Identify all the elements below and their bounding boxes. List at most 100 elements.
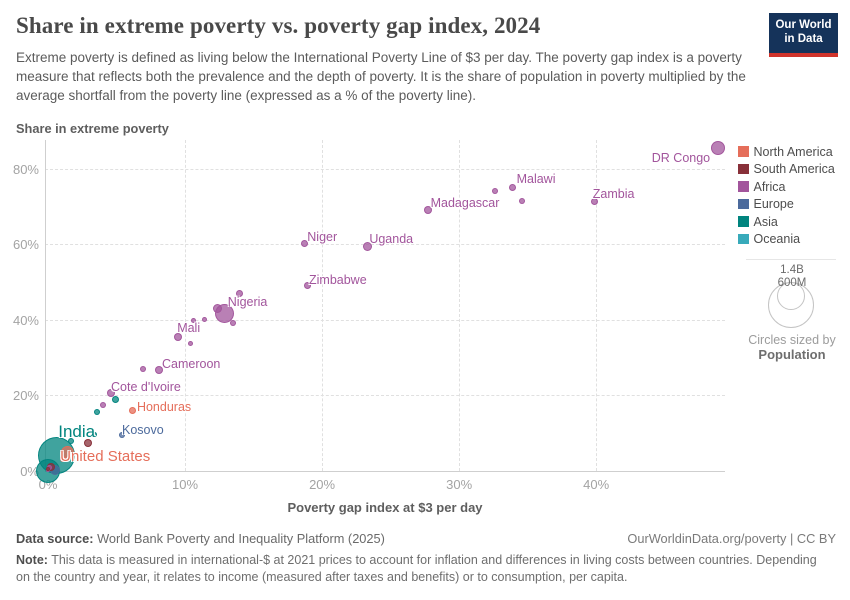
attribution-link[interactable]: OurWorldinData.org/poverty | CC BY [627,531,836,546]
legend-label: Oceania [753,232,801,246]
dot-africa[interactable] [190,318,196,324]
dot-north-america[interactable] [79,430,86,437]
legend-swatch [738,233,749,245]
dot-north-america[interactable] [60,456,67,463]
dot-africa[interactable] [519,198,526,205]
x-gridline-30 [459,140,461,471]
owid-logo[interactable]: Our World in Data [769,13,838,57]
dot-dr-congo[interactable] [711,141,726,156]
y-tick-label-80: 80% [12,161,39,177]
size-legend-inner-circle [777,282,805,310]
size-legend-big-value: 1.4B [780,264,804,276]
legend-swatch [738,198,749,210]
legend-swatch [738,216,749,227]
y-gridline-20 [45,395,725,397]
country-label-mali[interactable]: Mali [177,320,201,335]
y-tick-label-60: 60% [12,237,39,253]
note-text: This data is measured in international-$… [16,553,817,585]
y-gridline-60 [45,244,725,246]
dot-malawi[interactable] [509,183,517,191]
dot-africa[interactable] [491,188,498,194]
size-legend-small-value: 600M [777,277,807,289]
dot-asia[interactable] [92,432,98,438]
continent-legend: North America South America Africa Europe As… [738,145,848,250]
legend-label: South America [753,162,835,176]
legend-swatch [738,146,749,157]
country-label-niger[interactable]: Niger [307,230,338,245]
dot-africa[interactable] [99,401,106,408]
y-tick-label-40: 40% [12,312,39,328]
x-axis-line [45,471,725,472]
dot-zambia[interactable] [591,197,599,205]
note-label: Note: [16,553,48,567]
legend-divider [746,259,836,260]
dot-madagascar[interactable] [423,206,432,215]
dot-africa[interactable] [236,289,244,297]
country-label-dr-congo[interactable]: DR Congo [651,151,711,166]
dot-united-states[interactable] [60,446,74,460]
x-gridline-20 [322,140,324,471]
dot-south-america[interactable] [83,439,92,448]
data-source-text: World Bank Poverty and Inequality Platfo… [93,531,385,546]
legend-item-north-america[interactable]: North America [738,144,848,159]
owid-logo-line1: Our World [775,19,832,32]
country-label-united-states[interactable]: United States [60,447,151,465]
x-tick-label-40: 40% [583,477,610,492]
chart-subtitle: Extreme poverty is defined as living bel… [16,50,746,104]
country-label-zambia[interactable]: Zambia [592,187,635,202]
dot-africa[interactable] [188,340,194,346]
dot-asia[interactable] [68,438,75,445]
dot-asia[interactable] [94,409,101,416]
dot-asia[interactable] [111,396,119,404]
y-gridline-80 [45,168,725,170]
legend-label: Africa [753,179,786,194]
country-label-malawi[interactable]: Malawi [516,172,556,187]
chart-note: Note: This data is measured in internati… [16,552,828,587]
country-label-kosovo[interactable]: Kosovo [122,423,164,438]
country-label-zimbabwe[interactable]: Zimbabwe [309,273,367,288]
dot-africa[interactable] [201,316,207,322]
owid-logo-line2: in Data [784,33,823,45]
dot-africa[interactable] [139,365,146,372]
legend-item-south-america[interactable]: South America [738,162,848,176]
dot-cote-d-ivoire[interactable] [107,389,116,398]
country-label-uganda[interactable]: Uganda [369,232,414,247]
dot-kosovo[interactable] [119,432,125,439]
dot-niger[interactable] [300,239,308,247]
legend-label: Europe [753,197,794,211]
dot-mali[interactable] [174,332,183,341]
x-gridline-10 [185,140,187,471]
dot-africa[interactable] [230,319,236,326]
dot-uganda[interactable] [362,241,372,251]
x-axis-title: Poverty gap index at $3 per day [287,500,483,515]
country-label-cameroon[interactable]: Cameroon [162,357,221,372]
dot-cameroon[interactable] [155,366,163,375]
dot-zimbabwe[interactable] [303,281,311,289]
country-label-honduras[interactable]: Honduras [136,399,192,414]
country-label-nigeria[interactable]: Nigeria [227,295,268,310]
country-label-madagascar[interactable]: Madagascar [430,196,500,211]
size-legend-caption: Circles sized by [748,333,836,347]
y-gridline-40 [45,319,725,321]
country-label-cote-d-ivoire[interactable]: Cote d'Ivoire [111,380,181,395]
data-source: Data source: World Bank Poverty and Ineq… [16,531,385,546]
legend-item-asia[interactable]: Asia [738,214,848,229]
legend-label: Asia [753,214,778,229]
dot-africa[interactable] [213,303,223,313]
y-tick-label-20: 20% [12,388,39,404]
y-axis-title: Share in extreme poverty [16,121,169,136]
x-gridline-40 [596,140,598,471]
legend-item-africa[interactable]: Africa [738,179,848,194]
country-label-india[interactable]: India [58,422,96,442]
chart-title: Share in extreme poverty vs. poverty gap… [16,13,541,38]
data-source-label: Data source: [16,531,94,546]
dot-honduras[interactable] [129,407,137,415]
legend-item-oceania[interactable]: Oceania [738,232,848,246]
x-tick-label-20: 20% [309,477,336,492]
legend-item-europe[interactable]: Europe [738,197,848,211]
legend-swatch [738,181,749,192]
dot-south-america[interactable] [46,467,50,472]
legend-label: North America [753,144,833,159]
